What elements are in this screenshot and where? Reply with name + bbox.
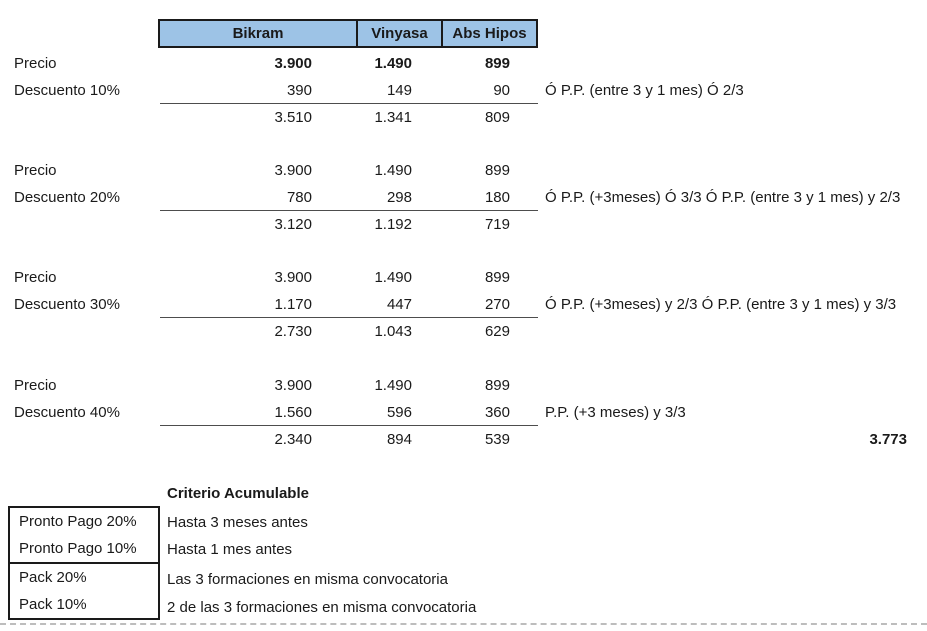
payment-condition-note: Ó P.P. (+3meses) Ó 3/3 Ó P.P. (entre 3 y… [545, 189, 901, 206]
total-abs-hipos: 719 [484, 216, 510, 233]
price-label: Precio [14, 269, 57, 286]
discount-vinyasa: 149 [386, 82, 412, 99]
price-bikram: 3.900 [274, 55, 312, 72]
discount-label: Descuento 40% [14, 404, 120, 421]
discount-vinyasa: 596 [386, 404, 412, 421]
payment-condition-note: Ó P.P. (+3meses) y 2/3 Ó P.P. (entre 3 y… [545, 296, 897, 313]
discount-abs-hipos: 360 [484, 404, 510, 421]
price-row: Precio 3.900 1.490 899 [0, 372, 927, 399]
price-label: Precio [14, 162, 57, 179]
price-label: Precio [14, 377, 57, 394]
discount-bikram: 390 [286, 82, 312, 99]
discount-bikram: 780 [286, 189, 312, 206]
discount-label: Descuento 10% [14, 82, 120, 99]
total-bikram: 2.730 [274, 323, 312, 340]
legend-label: Pronto Pago 10% [19, 540, 137, 557]
total-abs-hipos: 809 [484, 109, 510, 126]
legend-label: Pack 10% [19, 596, 87, 613]
column-header-abs-hipos: Abs Hipos [452, 25, 527, 42]
discount-row: Descuento 20% 780 298 180 Ó P.P. (+3mese… [0, 184, 927, 211]
price-block-20: Precio 3.900 1.490 899 Descuento 20% 780… [0, 157, 927, 238]
price-bikram: 3.900 [274, 162, 312, 179]
legend-group-pack: Pack 20% Pack 10% [8, 562, 160, 620]
discount-row: Descuento 10% 390 149 90 Ó P.P. (entre 3… [0, 77, 927, 104]
price-abs-hipos: 899 [484, 269, 510, 286]
payment-condition-note: Ó P.P. (entre 3 y 1 mes) Ó 2/3 [545, 82, 744, 99]
grand-total: 3.773 [869, 431, 907, 448]
price-block-40: Precio 3.900 1.490 899 Descuento 40% 1.5… [0, 372, 927, 453]
discount-abs-hipos: 270 [484, 296, 510, 313]
sum-rule [160, 317, 538, 318]
total-row: 3.120 1.192 719 [0, 211, 927, 238]
legend-label: Pack 20% [19, 569, 87, 586]
sum-rule [160, 425, 538, 426]
total-vinyasa: 1.341 [374, 109, 412, 126]
discount-abs-hipos: 90 [493, 82, 510, 99]
discount-bikram: 1.560 [274, 404, 312, 421]
legend-group-pronto-pago: Pronto Pago 20% Pronto Pago 10% [8, 506, 160, 564]
payment-condition-note: P.P. (+3 meses) y 3/3 [545, 404, 686, 421]
sum-rule [160, 210, 538, 211]
sum-rule [160, 103, 538, 104]
price-abs-hipos: 899 [484, 55, 510, 72]
price-bikram: 3.900 [274, 269, 312, 286]
total-row: 2.730 1.043 629 [0, 318, 927, 345]
column-header-vinyasa: Vinyasa [358, 21, 443, 46]
total-bikram: 3.120 [274, 216, 312, 233]
price-vinyasa: 1.490 [374, 377, 412, 394]
discount-label: Descuento 20% [14, 189, 120, 206]
page-break-line [0, 623, 927, 625]
total-bikram: 2.340 [274, 431, 312, 448]
discount-vinyasa: 298 [386, 189, 412, 206]
total-row: 2.340 894 539 [0, 426, 927, 453]
legend-description: 2 de las 3 formaciones en misma convocat… [167, 599, 477, 616]
total-bikram: 3.510 [274, 109, 312, 126]
price-row: Precio 3.900 1.490 899 [0, 50, 927, 77]
total-vinyasa: 1.043 [374, 323, 412, 340]
total-abs-hipos: 539 [484, 431, 510, 448]
discount-row: Descuento 40% 1.560 596 360 P.P. (+3 mes… [0, 399, 927, 426]
price-vinyasa: 1.490 [374, 55, 412, 72]
discount-row: Descuento 30% 1.170 447 270 Ó P.P. (+3me… [0, 291, 927, 318]
price-row: Precio 3.900 1.490 899 [0, 264, 927, 291]
discount-vinyasa: 447 [386, 296, 412, 313]
price-vinyasa: 1.490 [374, 269, 412, 286]
column-header-row: Bikram Vinyasa Abs Hipos [158, 19, 538, 48]
total-row: 3.510 1.341 809 [0, 104, 927, 131]
total-abs-hipos: 629 [484, 323, 510, 340]
legend-label-box: Pronto Pago 20% Pronto Pago 10% Pack 20%… [8, 506, 160, 620]
price-block-10: Precio 3.900 1.490 899 Descuento 10% 390… [0, 50, 927, 131]
discount-bikram: 1.170 [274, 296, 312, 313]
total-vinyasa: 1.192 [374, 216, 412, 233]
legend-description: Hasta 1 mes antes [167, 541, 293, 558]
legend-description: Las 3 formaciones en misma convocatoria [167, 571, 448, 588]
legend-description: Hasta 3 meses antes [167, 514, 308, 531]
price-abs-hipos: 899 [484, 377, 510, 394]
legend-label: Pronto Pago 20% [19, 513, 137, 530]
column-header-bikram: Bikram [160, 21, 358, 46]
discount-abs-hipos: 180 [484, 189, 510, 206]
price-row: Precio 3.900 1.490 899 [0, 157, 927, 184]
discount-label: Descuento 30% [14, 296, 120, 313]
price-vinyasa: 1.490 [374, 162, 412, 179]
price-abs-hipos: 899 [484, 162, 510, 179]
legend-title: Criterio Acumulable [167, 485, 309, 502]
price-block-30: Precio 3.900 1.490 899 Descuento 30% 1.1… [0, 264, 927, 345]
price-bikram: 3.900 [274, 377, 312, 394]
total-vinyasa: 894 [386, 431, 412, 448]
price-label: Precio [14, 55, 57, 72]
